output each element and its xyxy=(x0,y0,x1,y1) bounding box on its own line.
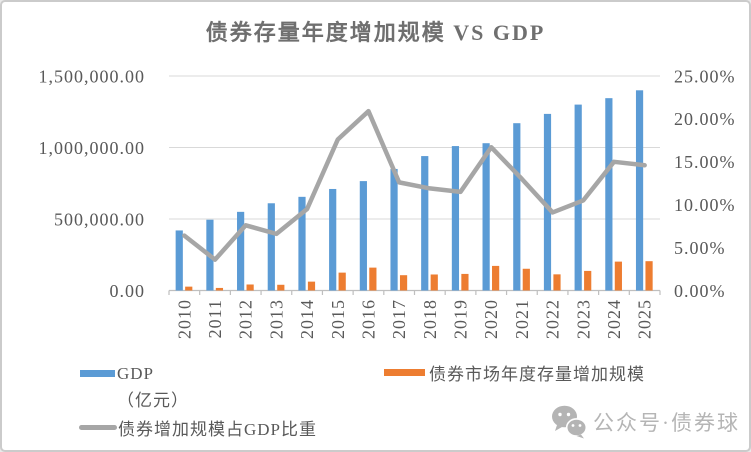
bond-bar-2015 xyxy=(338,272,346,291)
gdp-bar-2020 xyxy=(482,143,490,291)
x-label-2022: 2022 xyxy=(543,299,563,339)
legend-swatch-ratio xyxy=(79,425,117,430)
legend-swatch-bond xyxy=(384,369,425,376)
bond-bar-2010 xyxy=(185,286,193,291)
right-axis-tick-label: 20.00% xyxy=(674,109,736,129)
right-axis-tick-label: 0.00% xyxy=(674,281,726,301)
x-label-2012: 2012 xyxy=(236,299,256,339)
gdp-bar-2013 xyxy=(267,203,275,291)
legend-label-ratio: 债券增加规模占GDP比重 xyxy=(118,420,318,439)
x-label-2017: 2017 xyxy=(389,299,409,339)
legend-label-gdp: GDP （亿元） xyxy=(117,360,189,414)
legend-label-gdp-unit: （亿元） xyxy=(117,391,189,410)
bond-bar-2025 xyxy=(645,261,653,291)
x-label-2016: 2016 xyxy=(358,299,378,339)
left-axis-tick-label: 1,000,000.00 xyxy=(39,138,146,158)
wechat-icon xyxy=(552,405,587,439)
gdp-bar-2014 xyxy=(298,196,306,291)
left-axis-tick-label: 1,500,000.00 xyxy=(39,66,146,86)
gdp-bar-2015 xyxy=(329,188,337,291)
bond-bar-2020 xyxy=(492,265,500,291)
gdp-bar-2023 xyxy=(574,104,582,291)
x-label-2020: 2020 xyxy=(481,299,501,339)
x-label-2011: 2011 xyxy=(205,299,225,338)
x-label-2024: 2024 xyxy=(604,299,624,339)
bond-bar-2017 xyxy=(399,275,408,291)
x-label-2025: 2025 xyxy=(635,299,655,339)
gdp-bars xyxy=(175,90,644,291)
bond-bar-2011 xyxy=(215,287,224,291)
gdp-bar-2025 xyxy=(635,90,644,291)
bond-bar-2019 xyxy=(461,273,469,291)
bond-bar-2012 xyxy=(246,284,254,291)
x-label-2021: 2021 xyxy=(512,299,532,339)
bond-bar-2016 xyxy=(369,267,377,291)
right-axis-labels: 25.00% 20.00% 15.00% 10.00% 5.00% 0.00% xyxy=(674,66,736,301)
x-axis xyxy=(168,289,661,295)
right-axis-tick-label: 25.00% xyxy=(674,66,736,86)
bond-bars xyxy=(185,261,653,291)
x-label-2010: 2010 xyxy=(174,299,194,339)
gdp-bar-2012 xyxy=(237,211,245,291)
bond-bar-2018 xyxy=(430,274,438,291)
x-label-2019: 2019 xyxy=(451,299,471,339)
left-axis-tick-label: 500,000.00 xyxy=(54,209,145,229)
legend-label-gdp-name: GDP xyxy=(117,364,155,383)
gdp-bar-2010 xyxy=(175,230,183,291)
x-label-2013: 2013 xyxy=(266,299,286,339)
gdp-bar-2018 xyxy=(421,156,429,291)
left-axis-labels: 1,500,000.00 1,000,000.00 500,000.00 0.00 xyxy=(39,66,146,301)
legend-label-bond: 债券市场年度存量增加规模 xyxy=(429,365,645,384)
bond-bar-2022 xyxy=(553,274,561,291)
gdp-bar-2024 xyxy=(605,98,613,291)
gdp-bar-2019 xyxy=(451,146,460,291)
gdp-bar-2017 xyxy=(390,168,398,291)
x-label-2023: 2023 xyxy=(573,299,593,339)
gdp-bar-2021 xyxy=(513,123,521,291)
ratio-line-path xyxy=(182,108,647,262)
x-label-2015: 2015 xyxy=(328,299,348,339)
bond-bar-2013 xyxy=(277,284,285,291)
x-axis-labels: 2010 2011 2012 2013 2014 2015 2016 2017 2018 2019… xyxy=(174,299,654,339)
bond-bar-2023 xyxy=(584,270,592,291)
right-axis-tick-label: 10.00% xyxy=(674,195,736,215)
x-label-2018: 2018 xyxy=(420,299,440,339)
legend-swatch-gdp xyxy=(80,370,115,377)
right-axis-tick-label: 15.00% xyxy=(674,152,736,172)
x-label-2014: 2014 xyxy=(297,299,317,339)
bond-bar-2024 xyxy=(614,261,622,291)
bond-bar-2014 xyxy=(307,281,316,291)
gdp-bar-2022 xyxy=(543,113,552,291)
left-axis-tick-label: 0.00 xyxy=(110,281,146,301)
watermark-text: 公众号·债券球 xyxy=(593,410,740,435)
ratio-line xyxy=(182,108,647,262)
watermark: 公众号·债券球 xyxy=(551,404,740,439)
gdp-bar-2016 xyxy=(359,181,367,291)
bond-bar-2021 xyxy=(522,268,530,291)
right-axis-tick-label: 5.00% xyxy=(674,238,726,258)
chart-title: 债券存量年度增加规模 VS GDP xyxy=(205,20,546,45)
